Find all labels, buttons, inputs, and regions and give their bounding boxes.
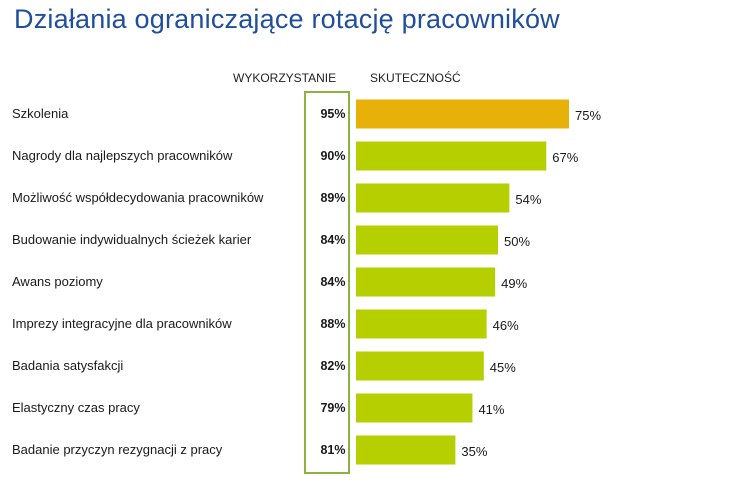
effectiveness-value: 46% [493,318,519,333]
effectiveness-value: 49% [501,276,527,291]
effectiveness-value: 50% [504,234,530,249]
usage-value: 82% [320,359,345,373]
usage-value: 90% [320,149,345,163]
effectiveness-value: 75% [575,108,601,123]
usage-value: 84% [320,275,345,289]
effectiveness-bar [356,99,569,129]
effectiveness-bar [356,225,498,255]
effectiveness-column-header: SKUTECZNOŚĆ [370,71,461,85]
category-label: Badania satysfakcji [12,358,123,373]
category-label: Możliwość współdecydowania pracowników [12,190,264,205]
category-label: Imprezy integracyjne dla pracowników [12,316,232,331]
effectiveness-value: 54% [515,192,541,207]
effectiveness-bar [356,435,456,465]
usage-value: 81% [320,443,345,457]
effectiveness-value: 35% [461,444,487,459]
category-label: Elastyczny czas pracy [12,400,140,415]
chart-title: Działania ograniczające rotację pracowni… [14,4,560,34]
category-label: Badanie przyczyn rezygnacji z pracy [12,442,223,457]
effectiveness-bar [356,141,547,171]
usage-value: 88% [320,317,345,331]
effectiveness-bar [356,183,510,213]
usage-value: 95% [320,107,345,121]
effectiveness-bar [356,393,473,423]
effectiveness-bar [356,267,496,297]
effectiveness-bar [356,309,487,339]
category-label: Budowanie indywidualnych ścieżek karier [12,232,252,247]
effectiveness-value: 45% [490,360,516,375]
usage-value: 84% [320,233,345,247]
effectiveness-bar [356,351,484,381]
usage-column-frame [304,91,350,474]
category-label: Nagrody dla najlepszych pracowników [12,148,233,163]
usage-value: 79% [320,401,345,415]
usage-value: 89% [320,191,345,205]
category-label: Szkolenia [12,106,69,121]
effectiveness-value: 67% [552,150,578,165]
effectiveness-value: 41% [478,402,504,417]
usage-column-header: WYKORZYSTANIE [233,71,337,85]
category-label: Awans poziomy [12,274,103,289]
